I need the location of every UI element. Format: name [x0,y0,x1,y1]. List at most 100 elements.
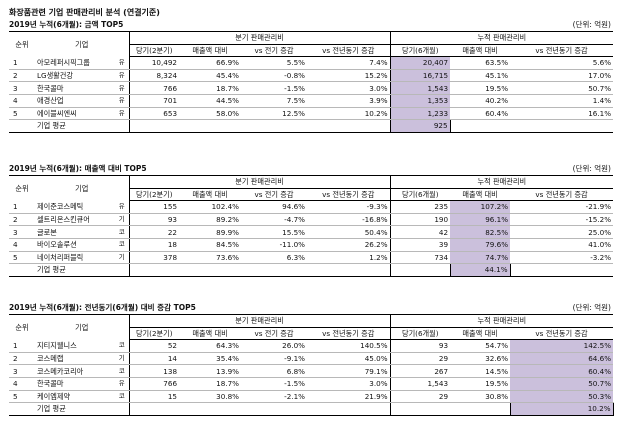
cell-q-yoy: 50.4% [307,225,391,239]
cell-c-ratio: 30.8% [450,390,511,404]
rank-cell: 2 [9,69,35,83]
cell-c-ratio: 32.6% [450,352,511,366]
header-rank: 순위 [9,174,35,201]
ranking-table: 순위 기업 분기 판매관리비 누적 판매관리비 당기(2분기) 매출액 대비 vs 전기 증… [9,30,614,133]
header-cumulative-group: 누적 판매관리비 [389,31,614,45]
market-code: 유 [115,81,130,95]
table-row: 4 한국콜마 유 766 18.7% -1.5% 3.0% 1,543 19.5% 50.7% [9,377,614,391]
cell-q-yoy: 10.2% [307,107,391,121]
cell-q-ratio: 102.4% [179,200,242,214]
cell-q-ratio: 58.0% [179,107,242,121]
cell-q-qoq: 12.5% [241,107,308,121]
cell-c-ratio: 107.2% [450,200,511,214]
rank-cell: 5 [9,107,35,121]
average-label: 기업 평균 [35,402,115,416]
rank-cell: 1 [9,200,35,214]
header-ratio-cum: 매출액 대비 [450,188,511,202]
section-title: 2019년 누적(6개월): 매출액 대비 TOP5 [9,164,147,173]
header-quarter-group: 분기 판매관리비 [128,175,391,189]
cell-c-yoy: -21.9% [510,200,614,214]
company-name: 아모레퍼시픽그룹 [35,56,115,70]
cell-c-cur: 235 [389,200,451,214]
rank-cell: 5 [9,390,35,404]
cell-q-qoq: 26.0% [241,339,308,353]
page-title: 화장품관련 기업 판매관리비 분석 (연결기준) [9,8,160,17]
cell-c-yoy: 50.7% [510,377,614,391]
cell-q-yoy: 3.9% [307,94,391,108]
ranking-table: 순위 기업 분기 판매관리비 누적 판매관리비 당기(2분기) 매출액 대비 vs 전기 증… [9,174,614,277]
cell-c-ratio: 45.1% [450,69,511,83]
header-current: 당기(2분기) [128,327,180,341]
section-title: 2019년 누적(6개월): 금액 TOP5 [9,20,124,29]
cell-c-cur: 29 [389,352,451,366]
company-name: 코스메랩 [35,352,115,366]
table-row: 3 한국콜마 유 766 18.7% -1.5% 3.0% 1,543 19.5% 50.7% [9,81,614,95]
cell-q-yoy: 140.5% [307,339,391,353]
market-code: 코 [115,390,130,404]
rank-cell: 3 [9,364,35,378]
cell-c-yoy: 50.7% [510,81,614,95]
cell-q-cur: 22 [128,225,180,239]
header-qoq: vs 전기 증감 [241,327,308,341]
cell-c-cur: 1,543 [389,377,451,391]
company-name: 지티지웰니스 [35,339,115,353]
header-company: 기업 [35,30,130,57]
section-2: 2019년 누적(6개월): 매출액 대비 TOP5 (단위: 억원) 순위 기업 분기… [9,163,614,277]
cell-q-cur: 378 [128,251,180,265]
cell-q-cur: 155 [128,200,180,214]
cell-q-qoq: -1.5% [241,377,308,391]
header-yoy-cum: vs 전년동기 증감 [510,44,614,58]
average-row: 기업 평균 44.1% [9,263,614,277]
cell-c-yoy: -15.2% [510,213,614,227]
market-code: 유 [115,94,130,108]
table-row: 4 애경산업 유 701 44.5% 7.5% 3.9% 1,353 40.2% 1.4% [9,94,614,108]
cell-c-yoy: 64.6% [510,352,614,366]
cell-c-cur: 1,353 [389,94,451,108]
cell-c-yoy: 142.5% [510,339,614,353]
cell-c-ratio: 54.7% [450,339,511,353]
cell-c-cur: 267 [389,364,451,378]
cell-q-ratio: 18.7% [179,377,242,391]
market-code: 유 [115,200,130,214]
section-header: 2019년 누적(6개월): 전년동기(6개월) 대비 증감 TOP5 (단위: … [9,302,613,314]
cell-q-yoy: 15.2% [307,69,391,83]
market-code: 코 [115,238,130,252]
cell-c-cur: 1,233 [389,107,451,121]
header-yoy: vs 전년동기 증감 [307,188,391,202]
cell-c-cur: 42 [389,225,451,239]
table-row: 1 제이준코스메틱 유 155 102.4% 94.6% -9.3% 235 107.2% -21… [9,200,614,214]
cell-c-ratio: 96.1% [450,213,511,227]
cell-c-yoy: 25.0% [510,225,614,239]
rank-cell: 1 [9,339,35,353]
cell-c-yoy: -3.2% [510,251,614,265]
cell-q-yoy: 3.0% [307,377,391,391]
cell-c-ratio: 82.5% [450,225,511,239]
cell-c-yoy: 5.6% [510,56,614,70]
table-row: 1 아모레퍼시픽그룹 유 10,492 66.9% 5.5% 7.4% 20,407 63.5%… [9,56,614,70]
table-row: 5 에이블씨엔씨 유 653 58.0% 12.5% 10.2% 1,233 60.4% 16.1… [9,107,614,121]
cell-q-cur: 18 [128,238,180,252]
market-code: 유 [115,107,130,121]
cell-c-cur: 39 [389,238,451,252]
cell-c-yoy: 41.0% [510,238,614,252]
table-row: 5 네이처리퍼블릭 기 378 73.6% 6.3% 1.2% 734 74.7% -3.2% [9,251,614,265]
company-name: 애경산업 [35,94,115,108]
header-rank: 순위 [9,313,35,340]
cell-c-cur: 20,407 [389,56,451,70]
section-title: 2019년 누적(6개월): 전년동기(6개월) 대비 증감 TOP5 [9,303,196,312]
cell-q-qoq: 15.5% [241,225,308,239]
unit-label: (단위: 억원) [572,303,611,312]
company-name: 제이준코스메틱 [35,200,115,214]
market-code: 코 [115,225,130,239]
cell-c-cur: 190 [389,213,451,227]
market-code: 기 [115,213,130,227]
table-row: 2 LG생활건강 유 8,324 45.4% -0.8% 15.2% 16,715 45.1% 1… [9,69,614,83]
cell-q-cur: 138 [128,364,180,378]
cell-q-yoy: 45.0% [307,352,391,366]
cell-q-ratio: 73.6% [179,251,242,265]
header-quarter-group: 분기 판매관리비 [128,31,391,45]
market-code: 코 [115,364,130,378]
cell-q-ratio: 84.5% [179,238,242,252]
cell-c-ratio: 60.4% [450,107,511,121]
cell-c-cur: 734 [389,251,451,265]
